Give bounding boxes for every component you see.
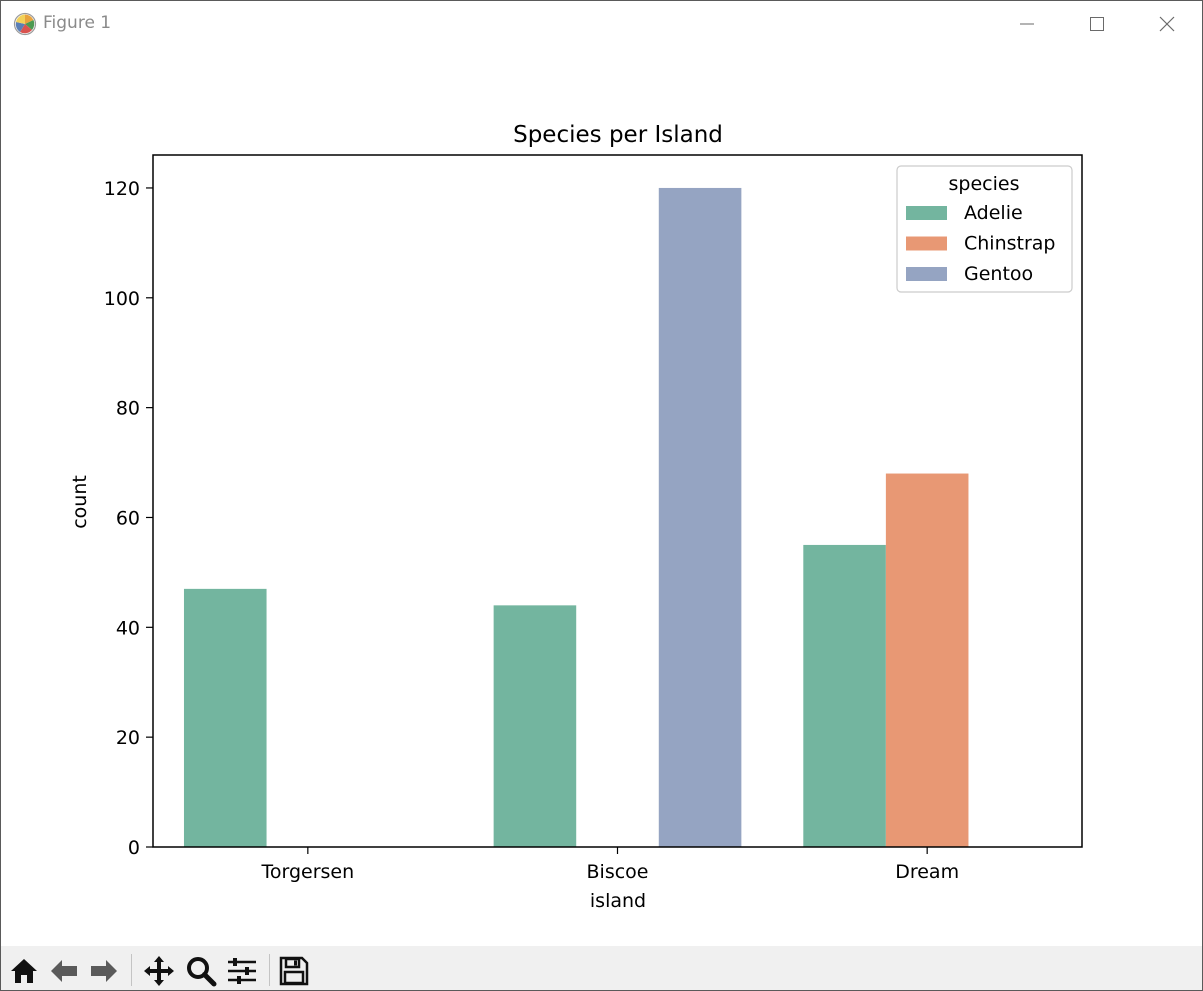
bar-adelie-dream [803, 544, 886, 847]
y-tick-label: 20 [116, 727, 140, 749]
forward-button[interactable] [87, 954, 121, 988]
toolbar-separator [131, 954, 132, 986]
y-axis-label: count [69, 475, 91, 529]
x-tick-label: Dream [895, 861, 959, 883]
legend-label-gentoo: Gentoo [964, 263, 1033, 285]
legend: species Adelie Chinstrap Gentoo [896, 165, 1073, 293]
bar-gentoo-biscoe [658, 187, 742, 847]
y-tick-label: 60 [116, 507, 140, 529]
window-title: Figure 1 [43, 13, 112, 33]
toolbar-separator [269, 954, 270, 986]
y-tick-label: 80 [116, 398, 140, 420]
close-icon [1159, 16, 1175, 32]
bar-chart: Species per Island 0 20 40 60 80 100 120 Torge… [69, 122, 1083, 912]
close-button[interactable] [1132, 1, 1202, 47]
maximize-button[interactable] [1062, 1, 1132, 47]
legend-label-adelie: Adelie [964, 202, 1023, 224]
x-tick-label: Torgersen [260, 861, 354, 883]
title-bar: Figure 1 [1, 1, 1202, 47]
bar-adelie-torgersen [183, 588, 267, 847]
home-button[interactable] [7, 954, 41, 988]
pan-icon [144, 956, 174, 986]
bar-adelie-biscoe [493, 605, 577, 847]
legend-frame [896, 165, 1073, 293]
pan-button[interactable] [142, 954, 176, 988]
bar-chinstrap-dream [885, 473, 969, 847]
chart-title: Species per Island [513, 122, 723, 148]
zoom-button[interactable] [184, 954, 218, 988]
save-icon [279, 956, 309, 986]
y-tick-label: 40 [116, 617, 140, 639]
zoom-icon [187, 957, 217, 987]
save-button[interactable] [277, 954, 311, 988]
y-tick-label: 0 [128, 837, 140, 859]
back-icon [51, 960, 77, 982]
legend-title: species [949, 173, 1020, 195]
legend-swatch-adelie [906, 206, 947, 220]
maximize-icon [1090, 17, 1104, 31]
minimize-button[interactable] [992, 1, 1062, 47]
navigation-toolbar [1, 946, 1202, 990]
legend-swatch-chinstrap [906, 236, 947, 251]
matplotlib-logo-icon [13, 12, 37, 36]
legend-swatch-gentoo [906, 267, 947, 281]
legend-items: Adelie Chinstrap Gentoo [906, 202, 1056, 285]
home-icon [11, 959, 37, 983]
figure-canvas[interactable]: Species per Island 0 20 40 60 80 100 120 Torge… [1, 47, 1202, 946]
y-tick-label: 100 [104, 288, 140, 310]
bars-group [183, 187, 969, 847]
y-tick-label: 120 [104, 178, 140, 200]
minimize-icon [1020, 23, 1034, 25]
y-axis-ticks: 0 20 40 60 80 100 120 [104, 178, 153, 859]
forward-icon [91, 960, 117, 982]
legend-label-chinstrap: Chinstrap [964, 233, 1056, 255]
x-tick-label: Biscoe [587, 861, 649, 883]
back-button[interactable] [47, 954, 81, 988]
configure-subplots-icon [228, 958, 256, 984]
x-axis-ticks: Torgersen Biscoe Dream [260, 847, 959, 883]
x-axis-label: island [590, 890, 646, 912]
configure-subplots-button[interactable] [225, 954, 259, 988]
